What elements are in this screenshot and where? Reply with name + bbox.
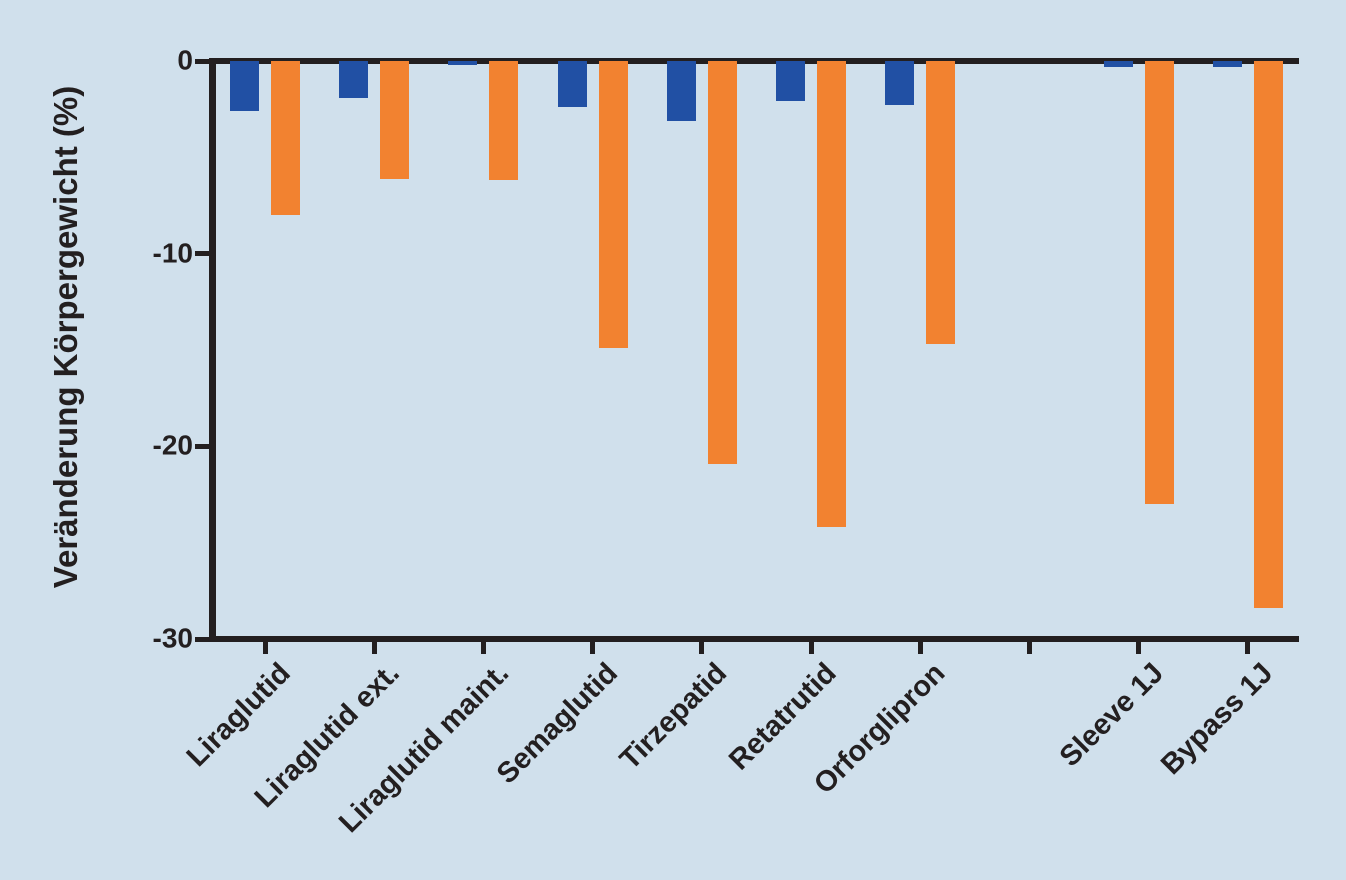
- x-tick: [699, 642, 705, 655]
- x-label-bypass-1j: Bypass 1J: [1155, 657, 1280, 782]
- bar-blue-sleeve-1j: [1103, 61, 1133, 67]
- x-tick: [590, 642, 596, 655]
- bar-blue-semaglutid: [557, 61, 587, 108]
- x-label-sleeve-1j: Sleeve 1J: [1054, 657, 1171, 774]
- x-label-liraglutid: Liraglutid: [180, 657, 297, 774]
- y-tick: [195, 636, 209, 642]
- bar-blue-bypass-1j: [1212, 61, 1242, 67]
- x-tick: [1026, 642, 1032, 655]
- bar-blue-liraglutid-maint: [448, 61, 478, 65]
- bar-orange-bypass-1j: [1253, 61, 1283, 609]
- bar-orange-sleeve-1j: [1144, 61, 1174, 505]
- x-axis-baseline: [209, 636, 1299, 643]
- bar-orange-tirzepatid: [707, 61, 737, 464]
- bar-orange-orforglipron: [926, 61, 956, 345]
- x-label-tirzepatid: Tirzepatid: [614, 657, 734, 777]
- bar-orange-semaglutid: [598, 61, 628, 349]
- y-tick: [195, 251, 209, 257]
- x-tick: [480, 642, 486, 655]
- y-axis-line: [209, 58, 216, 643]
- bar-orange-liraglutid: [271, 61, 300, 216]
- y-tick-label: 0: [177, 44, 193, 76]
- y-tick-label: -10: [152, 237, 193, 269]
- bar-orange-retatrutid: [817, 61, 846, 528]
- y-tick: [195, 443, 209, 449]
- y-axis-title-text: Veränderung Körpergewicht (%): [47, 85, 84, 589]
- x-tick: [1136, 642, 1142, 655]
- x-tick: [917, 642, 923, 655]
- y-tick: [195, 58, 209, 64]
- x-tick: [1245, 642, 1251, 655]
- bar-blue-retatrutid: [776, 61, 805, 102]
- x-tick: [371, 642, 377, 655]
- x-tick: [262, 642, 268, 655]
- bar-orange-liraglutid-ext: [380, 61, 410, 179]
- x-tick: [808, 642, 814, 655]
- y-tick-label: -30: [152, 622, 193, 654]
- bar-blue-liraglutid: [230, 61, 259, 112]
- y-tick-label: -20: [152, 429, 193, 461]
- zero-axis-line: [209, 58, 1299, 64]
- bar-blue-liraglutid-ext: [339, 61, 369, 98]
- bar-orange-liraglutid-maint: [489, 61, 519, 181]
- bar-blue-tirzepatid: [666, 61, 696, 121]
- bar-blue-orforglipron: [885, 61, 915, 106]
